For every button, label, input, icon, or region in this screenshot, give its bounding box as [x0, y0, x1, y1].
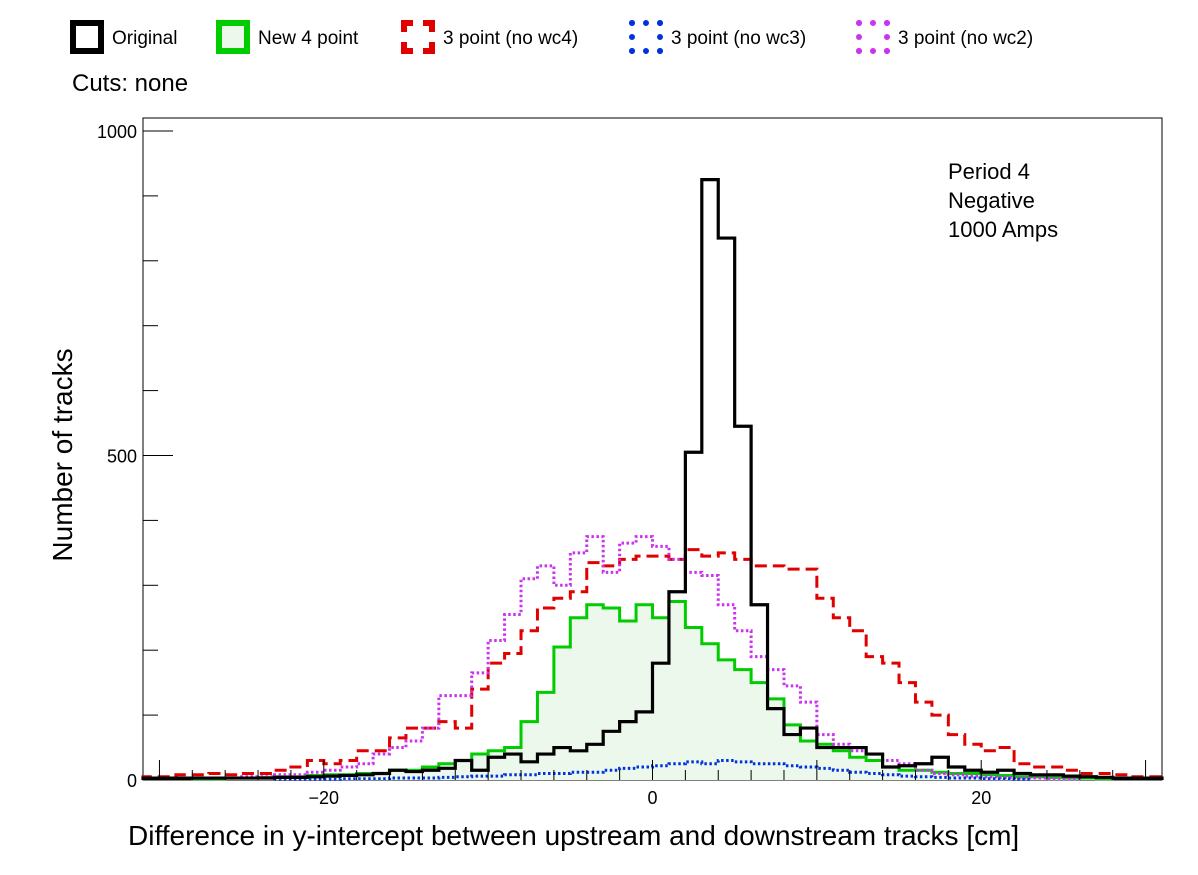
legend-swatch-no-wc3 — [629, 20, 663, 54]
legend: Original New 4 point 3 point (no wc4) 3 … — [70, 18, 1170, 62]
legend-label-original: Original — [112, 28, 178, 49]
legend-swatch-new-4-point — [216, 20, 250, 54]
legend-swatch-no-wc4 — [401, 20, 435, 54]
x-tick-label: −20 — [309, 788, 340, 808]
cuts-label: Cuts: none — [72, 70, 189, 97]
series-3-point-no-wc2 — [207, 535, 1082, 781]
y-tick-label: 1000 — [97, 122, 137, 142]
x-axis-label: Difference in y-intercept between upstre… — [128, 820, 1020, 851]
legend-label-no-wc3: 3 point (no wc3) — [671, 28, 807, 49]
x-tick-label: 20 — [971, 788, 991, 808]
series-3-point-no-wc3 — [272, 759, 1033, 781]
x-tick-label: 0 — [647, 788, 657, 808]
legend-swatch-original — [70, 20, 104, 54]
y-axis-label: Number of tracks — [47, 348, 78, 562]
y-tick-label: 500 — [107, 446, 137, 466]
annotation-current: 1000 Amps — [948, 217, 1059, 242]
legend-label-new-4-point: New 4 point — [258, 28, 359, 49]
annotation-polarity: Negative — [948, 188, 1035, 213]
y-tick-label: 0 — [127, 771, 137, 791]
legend-label-no-wc4: 3 point (no wc4) — [443, 28, 579, 49]
run-annotation: Period 4 Negative 1000 Amps — [948, 157, 1058, 244]
annotation-period: Period 4 — [948, 159, 1030, 184]
legend-swatch-no-wc2 — [856, 20, 890, 54]
legend-label-no-wc2: 3 point (no wc2) — [898, 28, 1034, 49]
